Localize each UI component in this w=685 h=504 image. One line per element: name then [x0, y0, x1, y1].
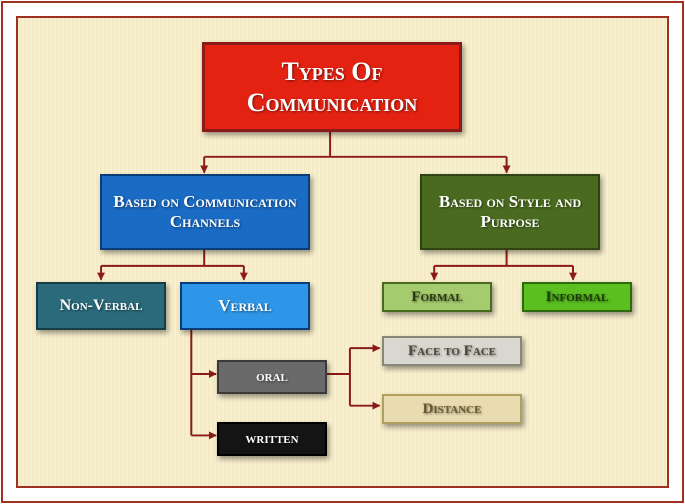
node-nonverbal: Non-Verbal	[36, 282, 166, 330]
diagram-panel: Types Of Communication Based on Communica…	[16, 16, 669, 488]
node-formal: Formal	[382, 282, 492, 312]
node-facetoface: Face to Face	[382, 336, 522, 366]
node-channels: Based on Communication Channels	[100, 174, 310, 250]
node-oral: oral	[217, 360, 327, 394]
node-verbal: Verbal	[180, 282, 310, 330]
node-distance: Distance	[382, 394, 522, 424]
node-written: written	[217, 422, 327, 456]
node-root: Types Of Communication	[202, 42, 462, 132]
node-style: Based on Style and Purpose	[420, 174, 600, 250]
node-informal: Informal	[522, 282, 632, 312]
